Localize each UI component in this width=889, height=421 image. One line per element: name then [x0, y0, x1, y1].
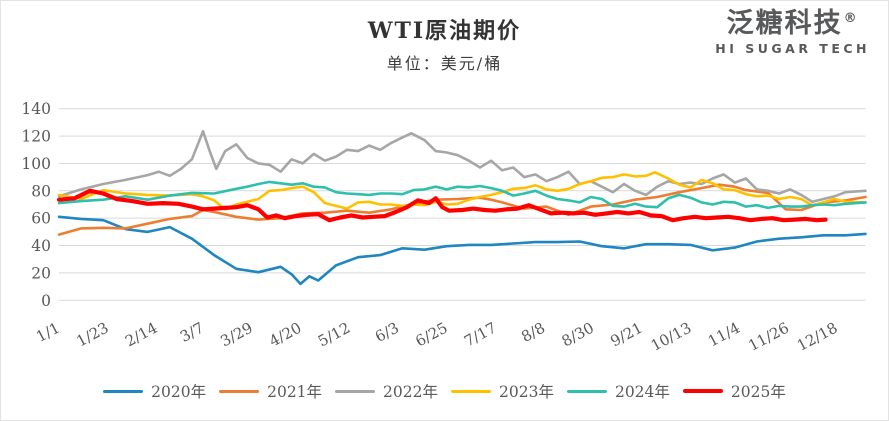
x-tick-label-7-17: 7/17 [461, 319, 499, 351]
legend-swatch-2020年 [103, 389, 144, 393]
legend-label-2021年: 2021年 [267, 383, 323, 401]
legend-item-2021年: 2021年 [219, 380, 322, 402]
x-tick-label-11-4: 11/4 [705, 319, 743, 351]
y-tick-label-60: 60 [31, 210, 51, 228]
brand-logo: 泛糖科技® HI SUGAR TECH [715, 9, 870, 56]
x-tick-label-3-7: 3/7 [177, 319, 207, 346]
x-tick-label-11-26: 11/26 [745, 319, 792, 355]
series-lines [56, 130, 867, 286]
x-tick-label-1-1: 1/1 [33, 319, 63, 346]
legend-swatch-2023年 [451, 389, 491, 393]
y-tick-label-80: 80 [31, 182, 51, 200]
legend-label-2020年: 2020年 [151, 383, 207, 401]
y-tick-label-140: 140 [21, 100, 51, 118]
legend-item-2022年: 2022年 [335, 380, 438, 402]
brand-name: 泛糖科技 [726, 8, 843, 39]
x-tick-label-9-21: 9/21 [607, 319, 645, 351]
legend-swatch-2022年 [335, 389, 376, 393]
legend-item-2023年: 2023年 [451, 380, 554, 402]
x-tick-label-5-12: 5/12 [315, 319, 353, 351]
legend-swatch-2024年 [566, 389, 607, 393]
series-line-2025年 [56, 188, 828, 223]
x-tick-label-8-8: 8/8 [518, 319, 548, 346]
x-axis-labels: 1/1 1/23 2/14 3/7 3/29 4/20 5/12 6/3 6/25 7/17 8/8… [33, 319, 840, 355]
legend-label-2022年: 2022年 [383, 383, 438, 401]
legend-swatch-2025年 [682, 389, 723, 393]
y-tick-label-40: 40 [31, 237, 51, 255]
x-tick-label-6-25: 6/25 [412, 319, 450, 351]
legend-label-2024年: 2024年 [614, 383, 670, 401]
x-tick-label-2-14: 2/14 [122, 319, 160, 351]
x-tick-label-6-3: 6/3 [372, 319, 402, 346]
y-tick-label-0: 0 [41, 292, 51, 310]
legend-item-2020年: 2020年 [103, 380, 206, 402]
x-tick-label-4-20: 4/20 [266, 319, 304, 351]
y-tick-label-100: 100 [21, 155, 51, 173]
series-line-2023年 [57, 171, 867, 211]
legend-label-2025年: 2025年 [730, 383, 786, 401]
registered-trademark-icon: ® [843, 11, 859, 26]
x-tick-label-1-23: 1/23 [73, 319, 111, 351]
legend-label-2023年: 2023年 [499, 383, 554, 401]
series-line-2022年 [57, 130, 867, 204]
y-tick-label-120: 120 [21, 128, 51, 146]
series-line-2020年 [57, 215, 867, 286]
legend-item-2025年: 2025年 [682, 380, 786, 402]
x-tick-label-8-30: 8/30 [559, 319, 597, 351]
x-tick-label-10-13: 10/13 [648, 319, 695, 355]
x-tick-label-3-29: 3/29 [217, 319, 255, 351]
brand-tagline: HI SUGAR TECH [715, 40, 870, 56]
y-tick-label-20: 20 [31, 264, 51, 282]
chart-legend: 2020年 2021年 2022年 2023年 2024年 2025年 [1, 380, 888, 402]
brand-name-row: 泛糖科技® [715, 9, 870, 39]
series-line-2024年 [57, 180, 867, 210]
y-axis-labels: 0 20 40 60 80 100 120 140 [21, 100, 51, 310]
x-tick-label-12-18: 12/18 [794, 319, 841, 355]
legend-swatch-2021年 [219, 389, 260, 393]
legend-item-2024年: 2024年 [566, 380, 670, 402]
